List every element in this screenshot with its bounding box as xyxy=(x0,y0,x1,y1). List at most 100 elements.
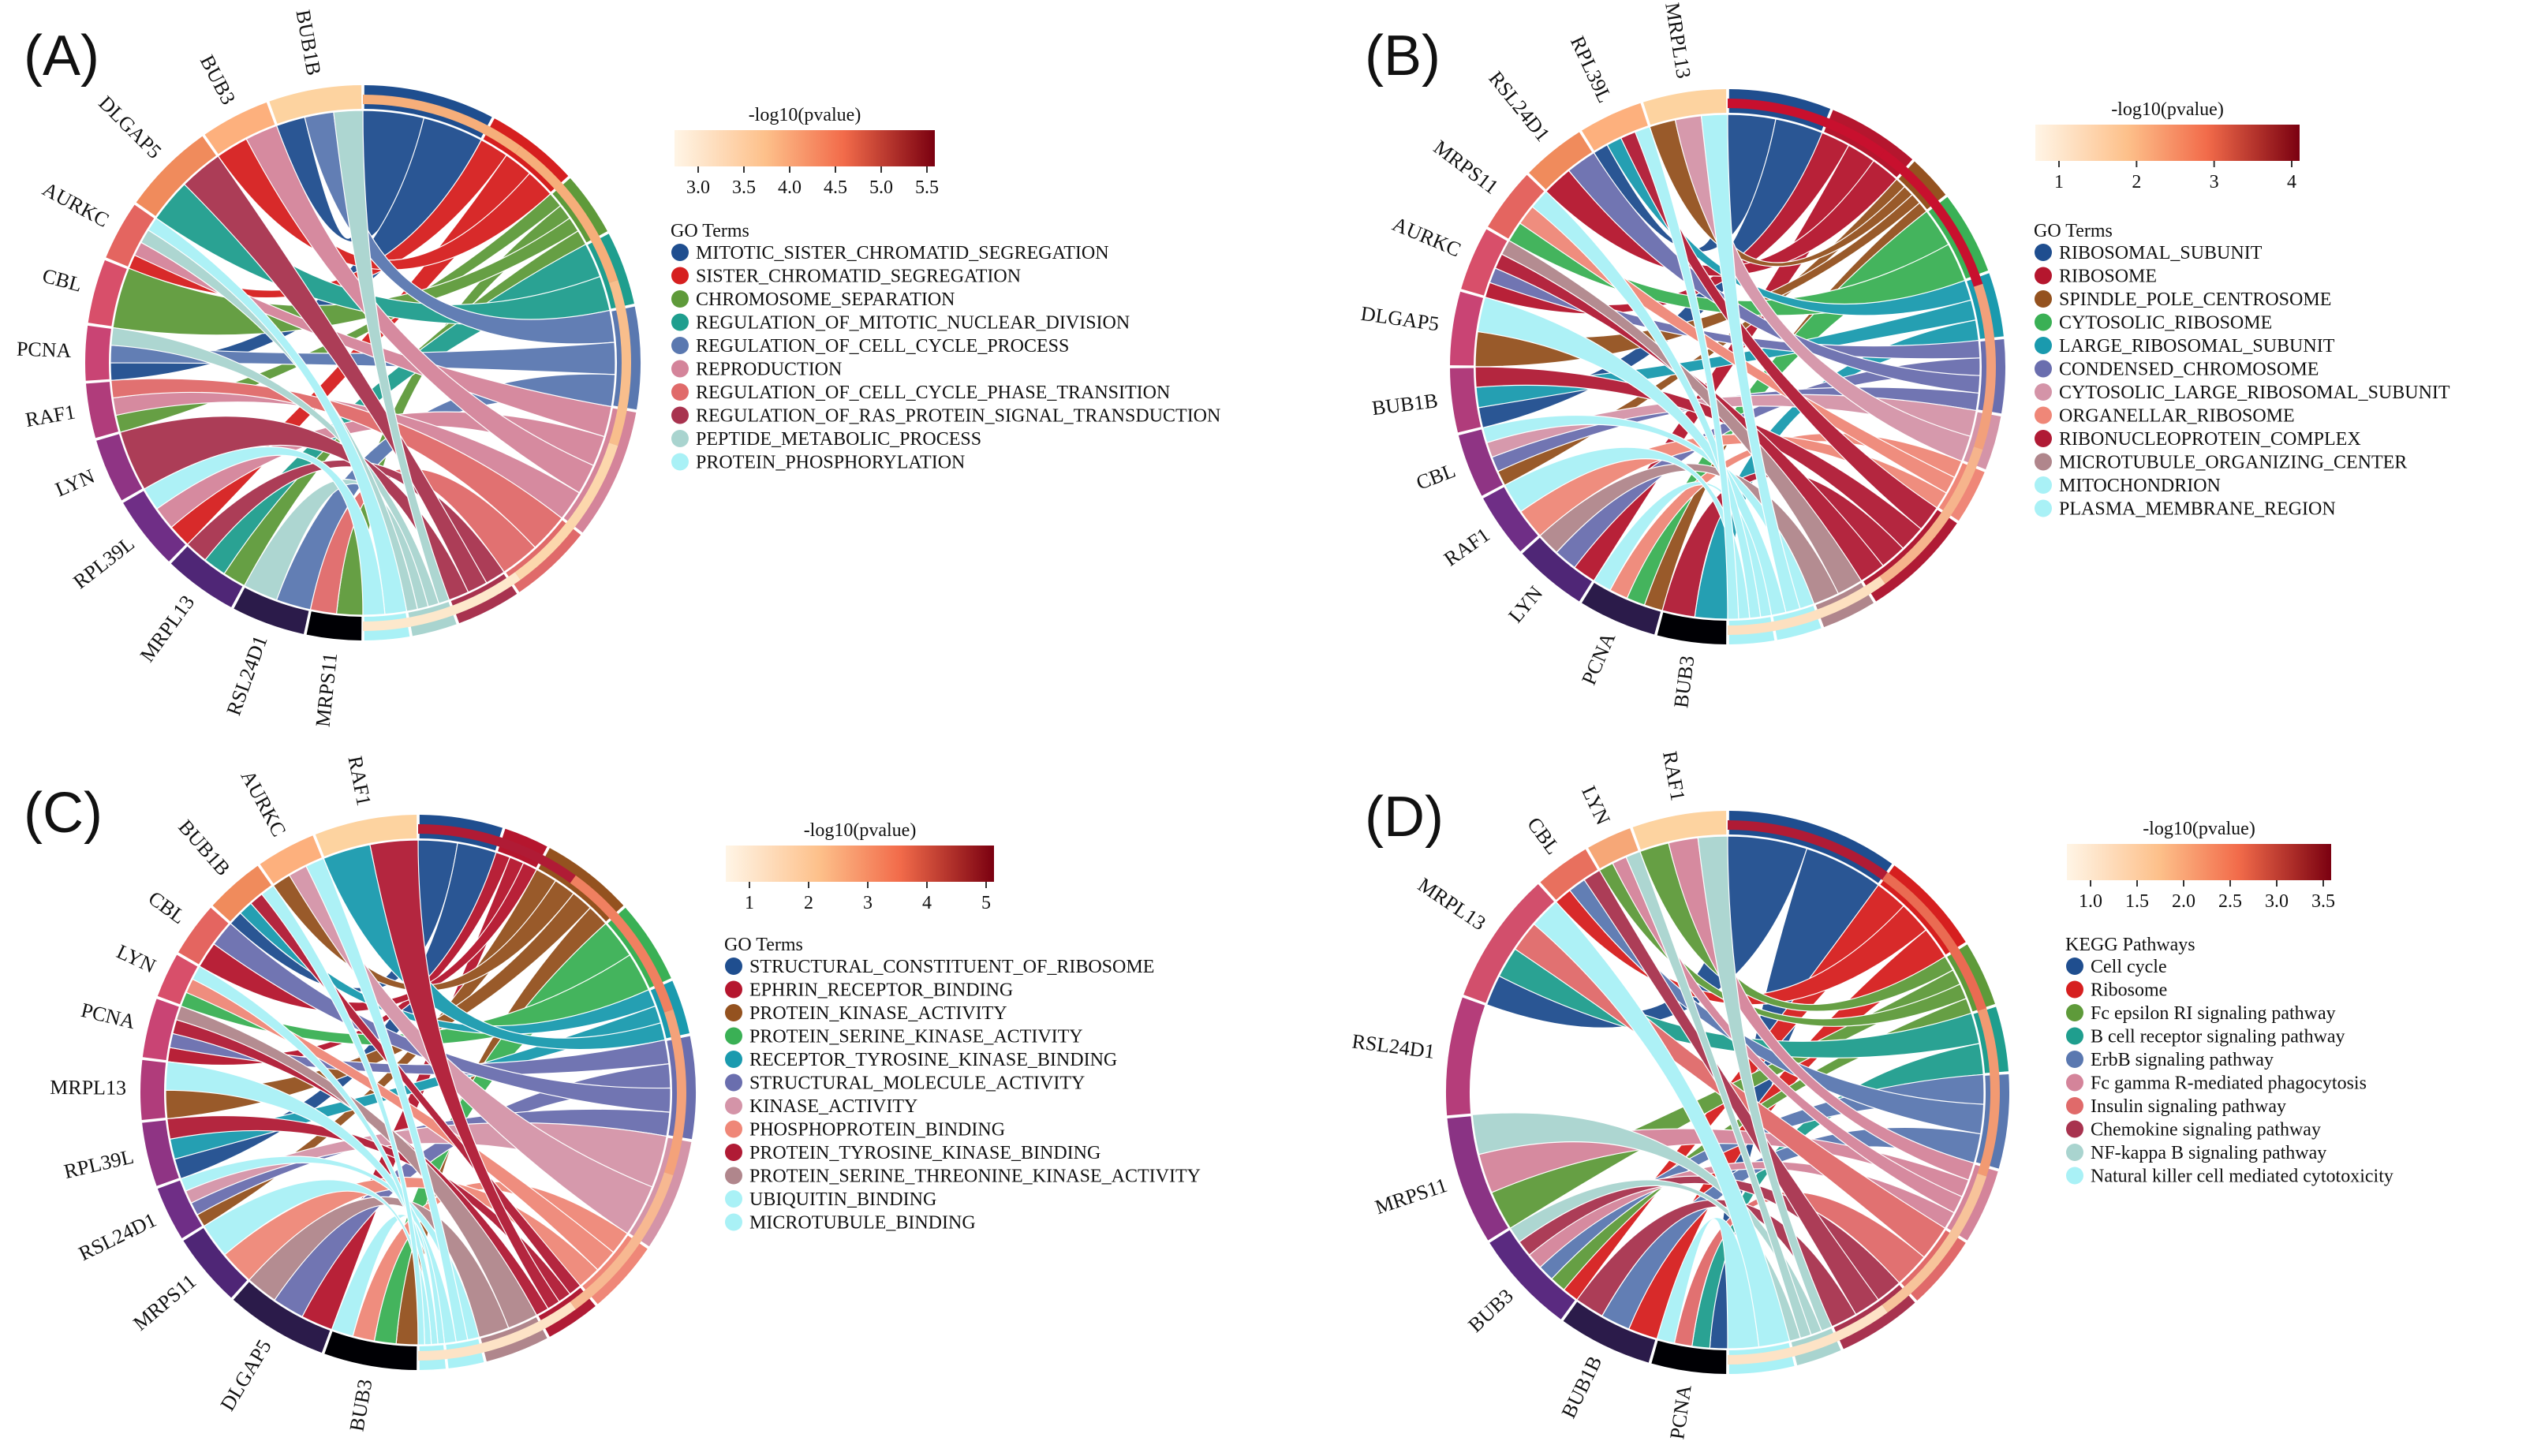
gene-label: DLGAP5 xyxy=(94,91,166,163)
pvalue-ring-1 xyxy=(1879,149,1983,287)
legend-item: MICROTUBULE_BINDING xyxy=(749,1213,976,1234)
panel-label: (A) xyxy=(24,24,99,88)
pvalue-ring-0 xyxy=(1728,820,1888,880)
gene-label: BUB1B xyxy=(291,8,325,77)
gene-label: MRPS11 xyxy=(129,1270,200,1335)
gene-label: MRPL13 xyxy=(50,1076,126,1099)
legend-item: CYTOSOLIC_RIBOSOME xyxy=(2059,313,2272,334)
legend-swatch xyxy=(671,360,689,378)
chord-11-3 xyxy=(1531,190,1762,619)
pvalue-ring-1 xyxy=(1881,872,1987,1012)
legend-swatch xyxy=(2035,337,2052,354)
pvalue-ring-3 xyxy=(1879,446,1983,584)
gene-arc-1 xyxy=(1588,828,1639,868)
gene-label: RSL24D1 xyxy=(1351,1029,1436,1063)
gene-arc-7 xyxy=(1458,429,1503,496)
pvalue-ring-4 xyxy=(418,1301,576,1361)
gene-arc-2 xyxy=(212,865,271,922)
colorbar-tick-label: 3 xyxy=(2210,172,2219,192)
legend-swatch xyxy=(2035,430,2052,447)
legend-item: PROTEIN_SERINE_KINASE_ACTIVITY xyxy=(749,1027,1083,1047)
chord-10-0 xyxy=(1700,114,1801,614)
chord-8-1 xyxy=(1625,850,1812,1339)
colorbar-tick-label: 1 xyxy=(745,893,754,913)
gene-arc-8 xyxy=(123,491,186,562)
legend-item: MICROTUBULE_ORGANIZING_CENTER xyxy=(2059,453,2407,473)
chord-9-3 xyxy=(148,217,408,615)
chord-11-1 xyxy=(1634,125,1739,620)
gene-label: BUB1B xyxy=(174,816,234,880)
gene-label: RSL24D1 xyxy=(1484,67,1554,146)
legend-item: REPRODUCTION xyxy=(696,360,842,380)
legend-swatch xyxy=(2066,1027,2083,1045)
pvalue-ring-2 xyxy=(608,279,631,446)
legend-swatch xyxy=(671,244,689,261)
gene-label: RAF1 xyxy=(1658,749,1690,803)
gene-label: MRPL13 xyxy=(1661,1,1695,80)
gene-arc-1 xyxy=(204,102,275,155)
chord-7-2 xyxy=(183,155,488,593)
legend-item: RIBOSOME xyxy=(2059,267,2157,287)
gene-label: MRPS11 xyxy=(1372,1174,1450,1219)
legend-swatch xyxy=(2066,1073,2083,1092)
gene-label: LYN xyxy=(1577,782,1615,829)
gene-arc-5 xyxy=(1447,1116,1508,1241)
legend-swatch xyxy=(671,337,689,354)
gene-arc-9 xyxy=(1522,537,1592,602)
legend-swatch xyxy=(725,1073,742,1092)
gene-arc-0 xyxy=(269,85,362,124)
chord-8-1 xyxy=(1620,131,1938,530)
gene-label: RAF1 xyxy=(344,754,376,808)
legend-swatch xyxy=(725,1144,742,1161)
gene-label: AURKC xyxy=(39,177,113,232)
legend-item: PROTEIN_TYROSINE_KINASE_BINDING xyxy=(749,1143,1100,1163)
gene-arc-10 xyxy=(233,1282,331,1353)
chord-9-4 xyxy=(1500,240,1863,595)
legend-item: REGULATION_OF_CELL_CYCLE_PHASE_TRANSITIO… xyxy=(696,383,1170,403)
legend-item: CONDENSED_CHROMOSOME xyxy=(2059,360,2319,380)
gene-label: LYN xyxy=(52,465,98,502)
gene-label: MRPL13 xyxy=(136,591,199,666)
gene-label: RPL39L xyxy=(62,1145,136,1183)
legend-swatch xyxy=(2066,1004,2083,1021)
gene-label: AURKC xyxy=(237,767,291,841)
colorbar-tick-label: 1 xyxy=(2054,172,2064,192)
pvalue-ring-0 xyxy=(363,95,521,154)
gene-arc-5 xyxy=(85,325,111,381)
colorbar-tick-label: 3 xyxy=(863,893,873,913)
legend-swatch xyxy=(725,1167,742,1185)
chord-5-1 xyxy=(245,125,595,494)
legend-swatch xyxy=(725,1051,742,1068)
colorbar-tick-label: 5 xyxy=(981,893,991,913)
chord-5-1 xyxy=(1612,856,1963,1214)
legend-title: GO Terms xyxy=(724,935,803,955)
gene-arc-7 xyxy=(1563,1301,1656,1363)
gene-arc-5 xyxy=(1450,291,1484,366)
colorbar-tick-label: 1.5 xyxy=(2125,891,2149,912)
legend-swatch xyxy=(2066,980,2083,999)
gene-arc-11 xyxy=(324,1331,417,1370)
colorbar-tick-label: 2.5 xyxy=(2218,891,2242,912)
colorbar-tick-label: 4.5 xyxy=(824,177,847,198)
gene-arc-4 xyxy=(1445,997,1485,1116)
colorbar xyxy=(2035,125,2300,161)
chord-4-2 xyxy=(1569,879,1985,1135)
legend-swatch xyxy=(725,1097,742,1114)
legend-swatch xyxy=(725,1027,742,1045)
chord-group xyxy=(1474,114,1981,620)
legend-swatch xyxy=(2035,453,2052,471)
legend-swatch xyxy=(725,980,742,999)
legend-item: RECEPTOR_TYROSINE_KINASE_BINDING xyxy=(749,1050,1117,1070)
panel-a: (A) BUB1B BUB3 DLGAP5 AURKC CBL PCNA RAF1 LYN RPL… xyxy=(16,8,1220,728)
gene-label: BUB3 xyxy=(1464,1284,1518,1337)
gene-label: BUB3 xyxy=(1669,655,1698,710)
pvalue-ring-0 xyxy=(1728,99,1885,158)
pvalue-ring-4 xyxy=(363,572,521,631)
colorbar-title: -log10(pvalue) xyxy=(2111,99,2224,120)
colorbar xyxy=(674,130,935,166)
gene-label: MRPL13 xyxy=(1414,873,1489,935)
gene-arc-8 xyxy=(157,1180,203,1238)
gene-label: LYN xyxy=(1504,581,1547,627)
